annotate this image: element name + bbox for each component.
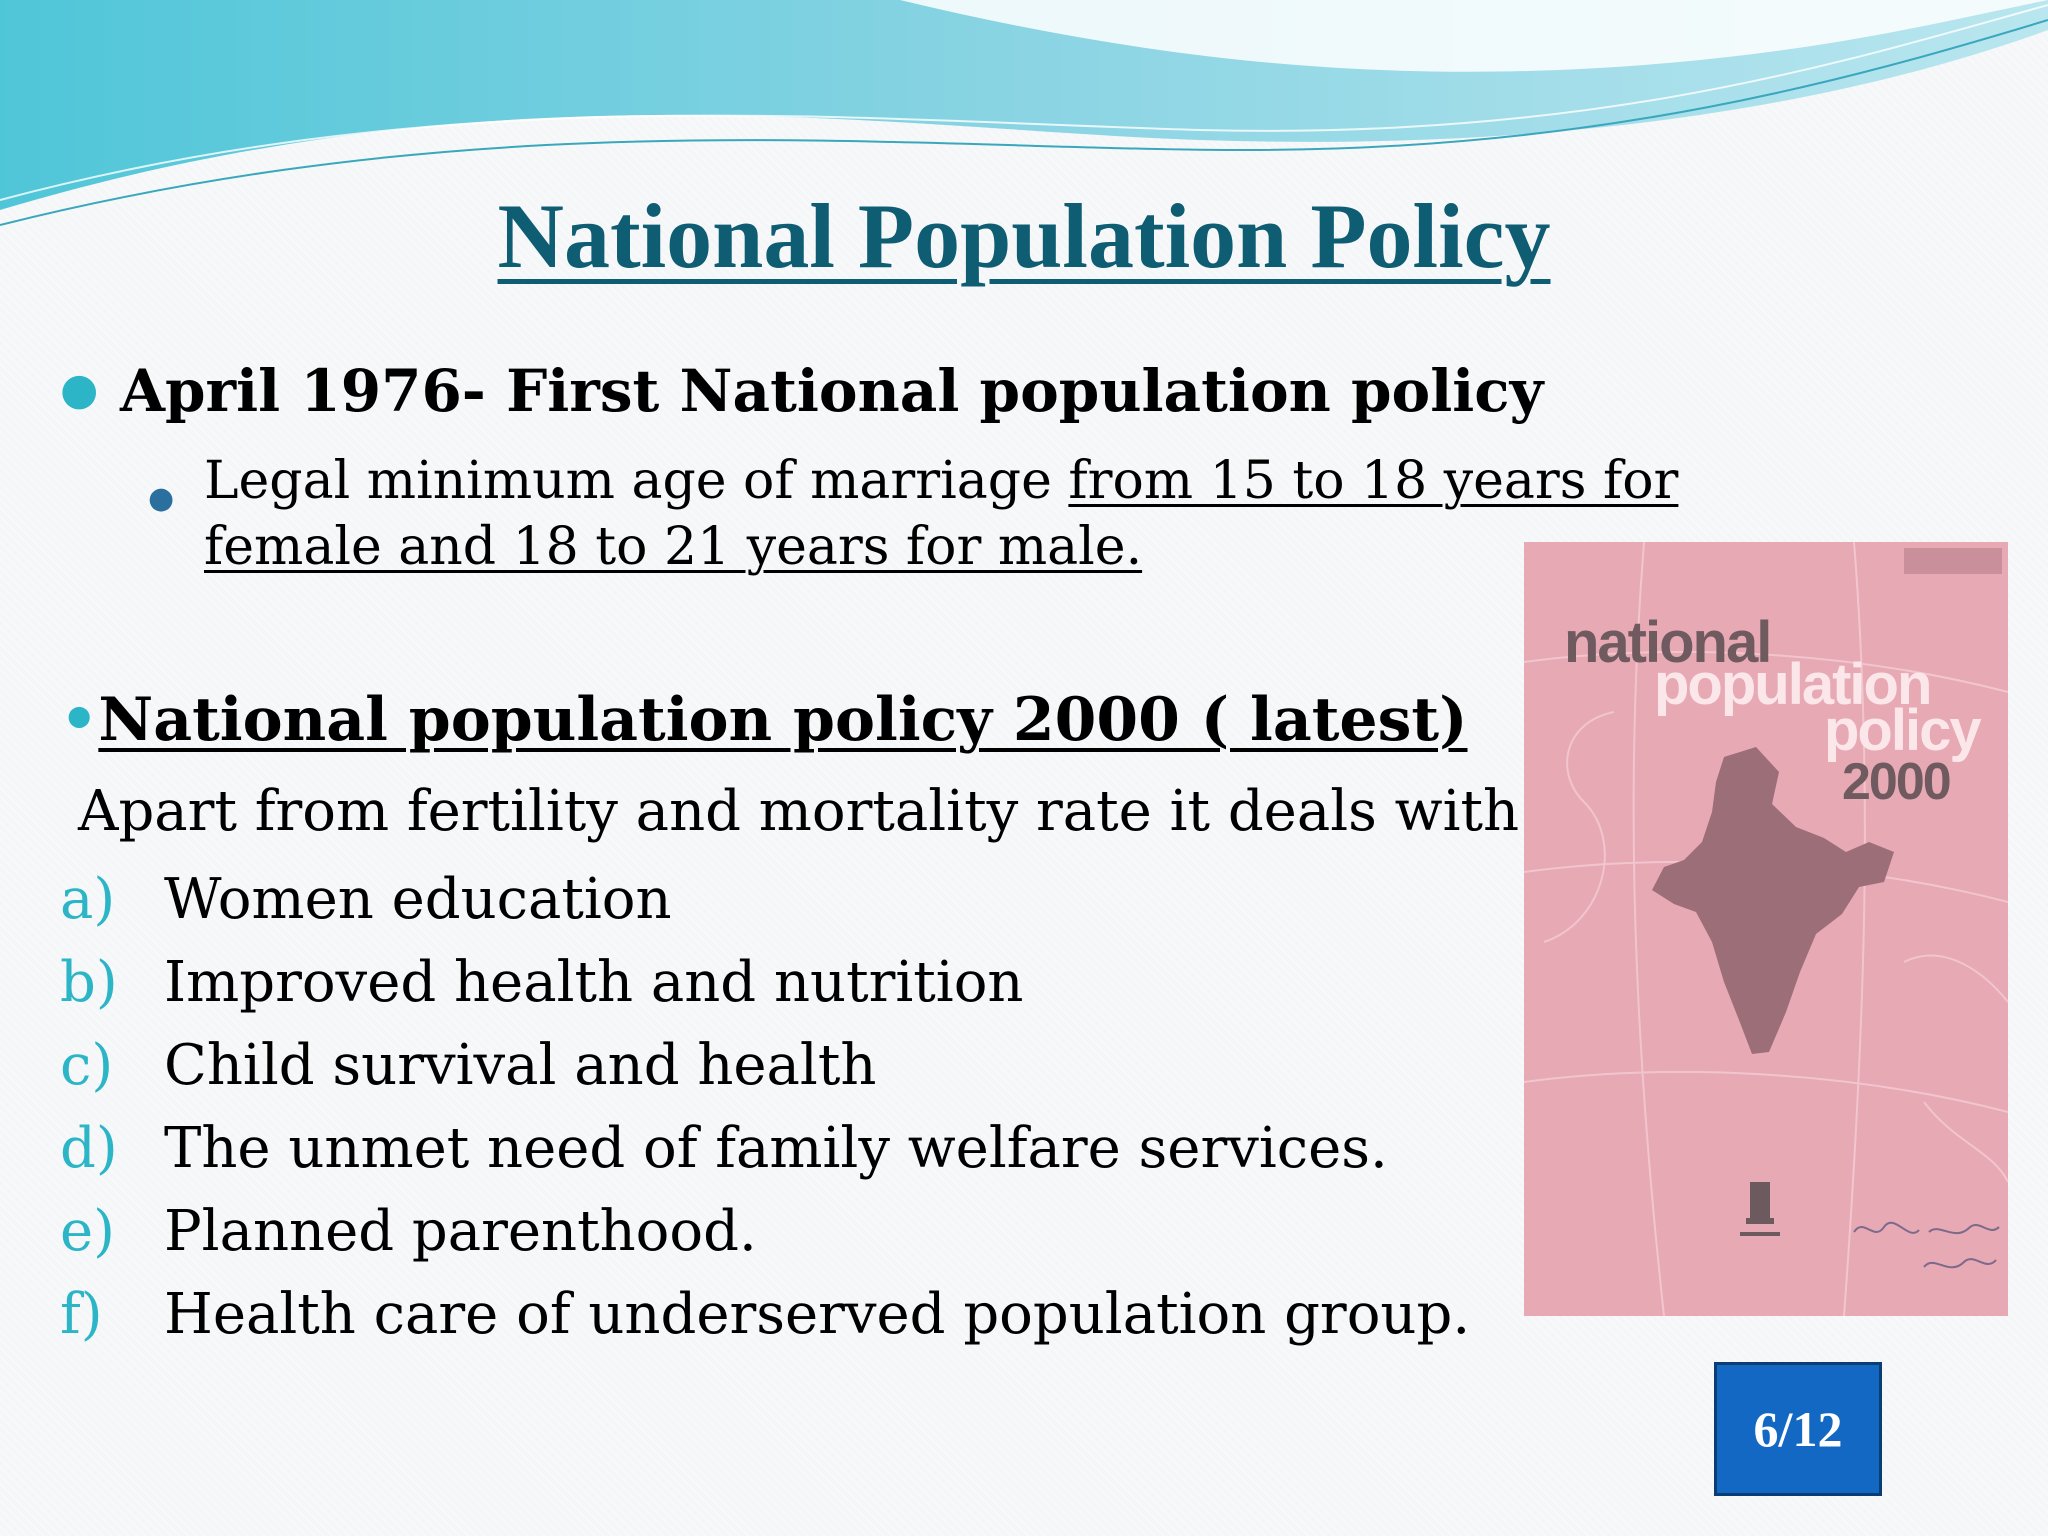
list-item-text: Child survival and health (164, 1033, 877, 1098)
cover-word-population: population (1654, 652, 1932, 717)
list-marker: a) (60, 867, 116, 932)
list-item-text: Health care of underserved population gr… (164, 1282, 1471, 1347)
sub-bullet-text-plain: Legal minimum age of marriage (204, 451, 1069, 511)
bullet-dot-icon: ● (60, 364, 99, 415)
india-map-icon (1652, 747, 1894, 1054)
list-marker: f) (60, 1282, 103, 1347)
list-item-text: The unmet need of family welfare service… (164, 1116, 1388, 1181)
list-marker: b) (60, 950, 118, 1015)
policy-cover-image: national population policy 2000 (1524, 542, 2008, 1316)
cover-map-graphic (1524, 542, 2008, 1316)
bullet-2000-text: National population policy 2000 ( latest… (98, 685, 1468, 755)
cover-word-policy: policy (1824, 698, 1982, 763)
list-item-text: Improved health and nutrition (164, 950, 1024, 1015)
sub-bullet-text: Legal minimum age of marriage from 15 to… (204, 448, 1724, 580)
intro-text: Apart from fertility and mortality rate … (78, 779, 1575, 844)
list-item-text: Planned parenthood. (164, 1199, 757, 1264)
bullet-1976-text: April 1976- First National population po… (120, 357, 1544, 425)
list-marker: e) (60, 1199, 115, 1264)
sub-bullet-dot-icon: ● (148, 481, 175, 516)
page-number-badge: 6/12 (1714, 1362, 1882, 1496)
header-wave-decoration (0, 0, 2048, 226)
cover-word-national: national (1564, 610, 1772, 675)
bullet-marker: • (60, 685, 99, 755)
list-marker: d) (60, 1116, 118, 1181)
page-title: National Population Policy (497, 185, 1551, 287)
cover-word-2000: 2000 (1842, 753, 1952, 811)
emblem-icon (1740, 1182, 1780, 1236)
list-item-text: Women education (164, 867, 672, 932)
sub-bullet-text-underlined: from 15 to 18 years for female and 18 to… (204, 451, 1679, 577)
list-marker: c) (60, 1033, 114, 1098)
handwritten-note (1853, 1221, 2000, 1269)
cover-corner-stamp (1904, 548, 2002, 574)
bullet-2000-policy: •National population policy 2000 ( lates… (60, 690, 1468, 750)
